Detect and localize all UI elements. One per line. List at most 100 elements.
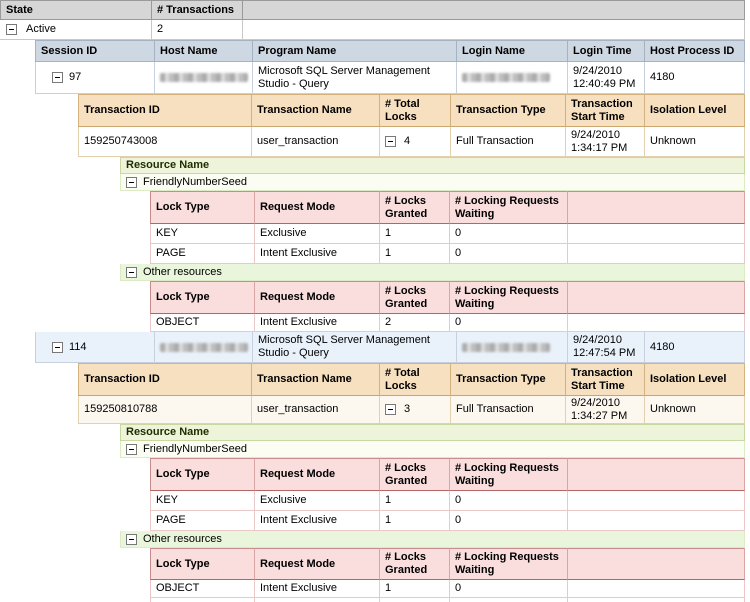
transaction-type-cell: Full Transaction [451, 396, 566, 424]
isolation-level-value: Unknown [650, 135, 696, 147]
transaction-type-value: Full Transaction [456, 403, 534, 415]
lock-type-label: Lock Type [156, 468, 210, 480]
redacted-host-name [160, 342, 248, 352]
lock-header-row: Lock Type Request Mode # Locks Granted #… [150, 191, 750, 224]
program-name-cell: Microsoft SQL Server Management Studio -… [253, 62, 457, 94]
isolation-level-value: Unknown [650, 403, 696, 415]
resource-name-cell: FriendlyNumberSeed [120, 441, 745, 458]
transaction-row: 159250810788 user_transaction 3 Full Tra… [78, 396, 750, 424]
lock-header-row: Lock Type Request Mode # Locks Granted #… [150, 548, 750, 580]
state-column-header: State [0, 0, 152, 20]
lock-header-row: Lock Type Request Mode # Locks Granted #… [150, 458, 750, 491]
resource-name-value: Other resources [143, 532, 222, 545]
isolation-level-cell: Unknown [645, 127, 745, 157]
lock-type-value: KEY [156, 494, 179, 506]
start-time-label: Transaction Start Time [571, 366, 633, 392]
session-id-value: 97 [69, 71, 82, 83]
transaction-header-row: Transaction ID Transaction Name # Total … [78, 94, 750, 127]
host-process-id-label: Host Process ID [650, 44, 735, 57]
lock-row: OBJECT Intent Exclusive 2 0 [150, 314, 750, 332]
lock-type-cell: OBJECT [150, 580, 255, 598]
collapse-icon[interactable] [6, 24, 17, 35]
transactions-column-label: # Transactions [157, 3, 235, 16]
lock-row: OBJECT Intent Exclusive 1 0 [150, 580, 750, 598]
collapse-icon[interactable] [52, 341, 63, 353]
collapse-icon[interactable] [385, 404, 396, 415]
request-mode-column-header: Request Mode [255, 548, 380, 580]
request-mode-cell: Intent Exclusive [255, 580, 380, 598]
resource-name-value: Other resources [143, 265, 222, 278]
login-time-cell: 9/24/2010 12:40:49 PM [568, 62, 645, 94]
host-process-id-value: 4180 [650, 71, 675, 83]
locks-granted-value: 1 [385, 582, 392, 594]
start-time-cell: 9/24/2010 1:34:17 PM [566, 127, 645, 157]
row-spacer-cell [568, 511, 745, 531]
total-locks-value: 3 [404, 403, 411, 415]
login-time-cell: 9/24/2010 12:47:54 PM [568, 332, 645, 363]
header-spacer-cell [568, 548, 745, 580]
lock-type-label: Lock Type [156, 201, 210, 213]
lock-type-value: PAGE [156, 514, 186, 526]
host-name-cell [155, 62, 253, 94]
total-locks-cell: 4 [380, 127, 451, 157]
locking-requests-waiting-cell: 0 [450, 224, 568, 244]
resource-name-value: FriendlyNumberSeed [143, 175, 247, 188]
host-process-id-cell: 4180 [645, 332, 745, 363]
row-spacer-cell [568, 580, 745, 598]
session-row: 97 Microsoft SQL Server Management Studi… [35, 62, 750, 94]
collapse-icon[interactable] [385, 136, 396, 147]
isolation-level-label: Isolation Level [650, 373, 727, 385]
session-id-cell: 97 [35, 62, 155, 94]
collapse-icon[interactable] [126, 443, 137, 455]
transaction-count-value: 2 [157, 23, 164, 35]
request-mode-cell: Intent Exclusive [255, 244, 380, 264]
transaction-type-cell: Full Transaction [451, 127, 566, 157]
lock-row: PAGE Intent Exclusive 1 0 [150, 511, 750, 531]
host-name-cell [155, 332, 253, 363]
locks-granted-column-header: # Locks Granted [380, 458, 450, 491]
login-time-column-header: Login Time [568, 40, 645, 62]
waiting-label: # Locking Requests Waiting [455, 461, 559, 487]
request-mode-cell: Intent Exclusive [255, 511, 380, 531]
lock-row: KEY Exclusive 1 0 [150, 491, 750, 511]
locks-granted-column-header: # Locks Granted [380, 281, 450, 314]
lock-type-label: Lock Type [156, 291, 210, 303]
waiting-label: # Locking Requests Waiting [455, 194, 559, 220]
transaction-header-row: Transaction ID Transaction Name # Total … [78, 363, 750, 396]
transaction-id-cell: 159250810788 [78, 396, 252, 424]
locking-requests-waiting-cell: 0 [450, 244, 568, 264]
transaction-id-value: 159250810788 [84, 403, 158, 415]
resource-name-column-header: Resource Name [120, 424, 745, 441]
collapse-icon[interactable] [52, 72, 63, 83]
locks-granted-column-header: # Locks Granted [380, 548, 450, 580]
start-time-label: Transaction Start Time [571, 97, 633, 123]
locks-granted-cell: 1 [380, 244, 450, 264]
state-column-label: State [6, 3, 33, 16]
total-locks-value: 4 [404, 135, 411, 147]
collapse-icon[interactable] [126, 266, 137, 278]
program-name-cell: Microsoft SQL Server Management Studio -… [253, 332, 457, 363]
lock-header-row: Lock Type Request Mode # Locks Granted #… [150, 281, 750, 314]
clipped-cell [568, 598, 745, 602]
transaction-name-value: user_transaction [257, 403, 339, 415]
request-mode-cell: Exclusive [255, 491, 380, 511]
row-spacer-cell [568, 314, 745, 332]
program-name-value: Microsoft SQL Server Management Studio -… [258, 64, 430, 90]
request-mode-value: Exclusive [260, 494, 307, 506]
session-left-border [35, 40, 36, 602]
row-spacer-cell [243, 20, 745, 40]
waiting-value: 0 [455, 494, 462, 506]
lock-type-column-header: Lock Type [150, 458, 255, 491]
transaction-id-cell: 159250743008 [78, 127, 252, 157]
locking-requests-waiting-cell: 0 [450, 511, 568, 531]
total-locks-column-header: # Total Locks [380, 94, 451, 127]
state-cell: Active [0, 20, 152, 40]
locks-granted-cell: 2 [380, 314, 450, 332]
collapse-icon[interactable] [126, 176, 137, 188]
collapse-icon[interactable] [126, 533, 137, 545]
outer-left-border [0, 0, 1, 602]
locks-granted-column-header: # Locks Granted [380, 191, 450, 224]
locking-requests-waiting-cell: 0 [450, 314, 568, 332]
transaction-type-label: Transaction Type [456, 104, 546, 116]
lock-type-cell: PAGE [150, 244, 255, 264]
